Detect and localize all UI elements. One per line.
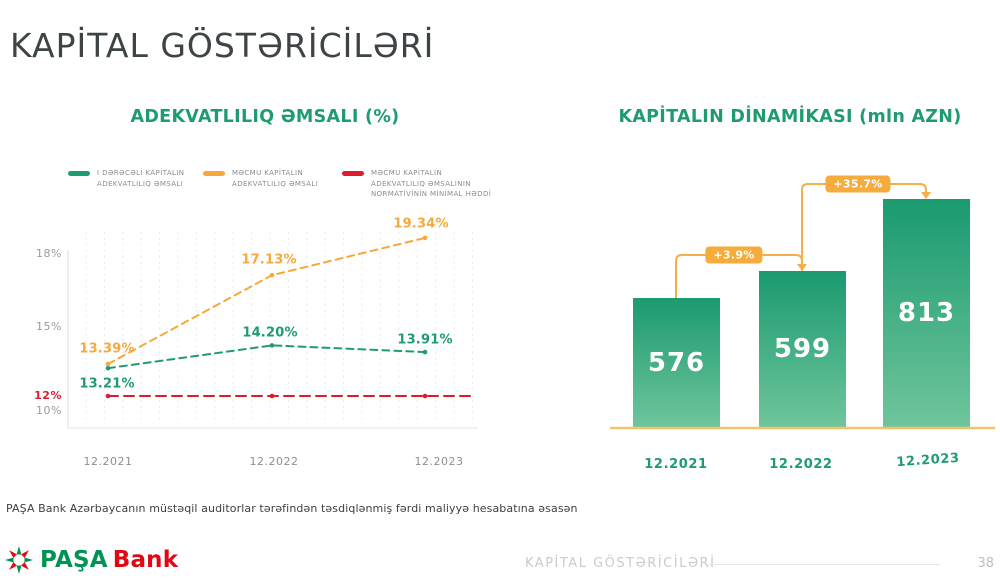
y-tick-12-minimum: 12% xyxy=(34,389,62,402)
legend-line: ADEKVATLILIQ ƏMSALI xyxy=(97,179,184,188)
legend-line: MƏCMU KAPİTALIN xyxy=(371,169,443,177)
footer-section-label: KAPİTAL GÖSTƏRİCİLƏRİ xyxy=(525,556,716,571)
logo-text-bank: Bank xyxy=(112,547,179,573)
legend-line: ADEKVATLILIQ ƏMSALI xyxy=(232,179,319,188)
data-point-marker xyxy=(269,393,275,399)
bar-x-label-2022: 12.2022 xyxy=(769,457,833,472)
page-title: KAPİTAL GÖSTƏRİCİLƏRİ xyxy=(10,26,435,65)
legend-item-tier1-capital: I DƏRƏCƏLİ KAPİTALIN ADEKVATLILIQ ƏMSALI xyxy=(68,168,184,189)
legend-swatch-red xyxy=(342,171,364,176)
line-x-label-2021: 12.2021 xyxy=(83,455,133,468)
legend-line: I DƏRƏCƏLİ KAPİTALIN xyxy=(97,169,185,177)
data-point-marker xyxy=(269,343,275,348)
data-point-marker xyxy=(105,393,111,399)
point-label-orange-2023: 19.34% xyxy=(393,216,449,232)
bar-value-label: 599 xyxy=(773,334,832,364)
y-tick-18: 18% xyxy=(36,247,62,260)
data-point-marker xyxy=(422,393,428,399)
point-label-green-2021: 13.21% xyxy=(79,376,135,392)
delta-arrow xyxy=(921,192,931,199)
legend-item-minimum-norm: MƏCMU KAPİTALIN ADEKVATLILIQ ƏMSALININ N… xyxy=(342,168,491,200)
logo-text-pasa: PAŞA xyxy=(40,547,108,573)
legend-swatch-orange xyxy=(203,171,225,176)
footer-divider xyxy=(707,564,940,565)
bar-2021: 576 xyxy=(633,298,720,427)
bar-x-label-2021: 12.2021 xyxy=(644,457,708,472)
bar-2022: 599 xyxy=(759,271,846,427)
logo-wordmark: PAŞA Bank xyxy=(40,547,178,573)
point-label-orange-2021: 13.39% xyxy=(79,341,135,357)
bar-chart-title: KAPİTALIN DİNAMİKASI (mln AZN) xyxy=(618,107,962,127)
line-chart-title: ADEKVATLILIQ ƏMSALI (%) xyxy=(130,107,400,127)
y-tick-15: 15% xyxy=(36,320,62,333)
line-x-label-2023: 12.2023 xyxy=(414,455,464,468)
bar-2023: 813 xyxy=(883,199,970,427)
pasha-bank-logo: PAŞA Bank xyxy=(4,545,178,575)
point-label-green-2022: 14.20% xyxy=(242,325,298,341)
footnote: PAŞA Bank Azərbaycanın müstəqil auditorl… xyxy=(6,502,578,515)
line-x-label-2022: 12.2022 xyxy=(249,455,299,468)
data-point-marker xyxy=(422,349,428,355)
data-point-marker xyxy=(105,365,111,371)
legend-item-total-capital: MƏCMU KAPİTALIN ADEKVATLILIQ ƏMSALI xyxy=(203,168,318,189)
point-label-green-2023: 13.91% xyxy=(397,332,453,348)
pasha-bank-star-icon xyxy=(5,546,33,574)
legend-label: I DƏRƏCƏLİ KAPİTALIN ADEKVATLILIQ ƏMSALI xyxy=(97,168,184,189)
legend-line: MƏCMU KAPİTALIN xyxy=(232,169,304,177)
legend-label: MƏCMU KAPİTALIN ADEKVATLILIQ ƏMSALI xyxy=(232,168,318,189)
legend-line: NORMATİVİNİN MİNİMAL HƏDDİ xyxy=(371,190,492,198)
delta-badge-2021-2022: +3.9% xyxy=(705,246,763,264)
data-point-marker xyxy=(269,272,275,278)
bar-value-label: 813 xyxy=(897,298,956,328)
point-label-orange-2022: 17.13% xyxy=(241,252,297,268)
legend-swatch-green xyxy=(68,171,90,176)
series-line-tier1 xyxy=(107,344,426,370)
bar-value-label: 576 xyxy=(647,347,706,378)
delta-bracket xyxy=(801,183,927,271)
legend-line: ADEKVATLILIQ ƏMSALININ xyxy=(371,179,471,188)
legend-label: MƏCMU KAPİTALIN ADEKVATLILIQ ƏMSALININ N… xyxy=(371,168,491,200)
data-point-marker xyxy=(422,235,428,241)
y-tick-10: 10% xyxy=(36,404,62,417)
page-number: 38 xyxy=(977,556,994,571)
delta-badge-2022-2023: +35.7% xyxy=(825,175,891,193)
data-point-marker xyxy=(105,361,111,367)
